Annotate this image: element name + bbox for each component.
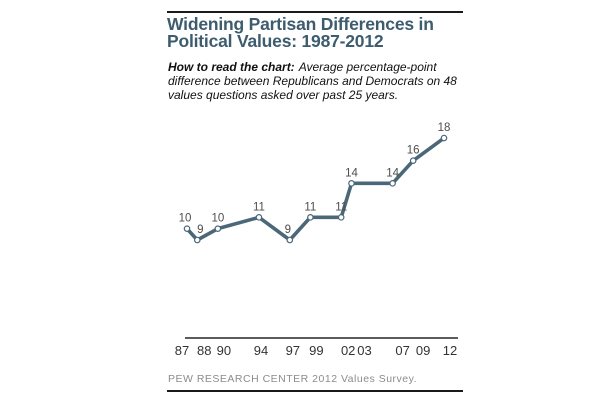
x-tick-label: 99 bbox=[309, 343, 323, 358]
x-tick-label: 12 bbox=[443, 343, 457, 358]
data-point bbox=[286, 236, 294, 244]
data-point bbox=[193, 236, 201, 244]
x-tick-label: 97 bbox=[286, 343, 300, 358]
data-point-label: 11 bbox=[335, 201, 347, 213]
data-point bbox=[389, 180, 396, 187]
data-point-label: 9 bbox=[285, 224, 291, 236]
x-tick-label: 87 bbox=[175, 343, 189, 358]
top-divider bbox=[167, 11, 463, 13]
trend-line bbox=[185, 136, 446, 242]
data-point bbox=[183, 225, 191, 232]
data-point bbox=[337, 214, 345, 221]
data-point-label: 9 bbox=[197, 224, 203, 236]
data-point-label: 11 bbox=[304, 201, 316, 213]
data-point-label: 10 bbox=[179, 213, 192, 225]
source-note: PEW RESEARCH CENTER 2012 Values Survey. bbox=[168, 373, 418, 385]
data-point bbox=[348, 180, 355, 187]
bottom-divider bbox=[167, 390, 463, 392]
chart-title-line-2: Political Values: 1987-2012 bbox=[167, 31, 384, 51]
data-point-label: 16 bbox=[407, 145, 420, 157]
data-point-label: 18 bbox=[438, 122, 451, 134]
x-tick-label: 02 bbox=[341, 343, 355, 358]
chart-title: Widening Partisan Differences in Politic… bbox=[167, 14, 477, 51]
data-point-label: 10 bbox=[211, 213, 224, 225]
chart-description: How to read the chart: Average percentage… bbox=[168, 60, 468, 102]
x-tick-label: 88 bbox=[197, 343, 211, 358]
data-point-label: 14 bbox=[386, 167, 399, 179]
data-point bbox=[409, 157, 417, 164]
chart-description-text: Average percentage-point difference betw… bbox=[168, 60, 457, 102]
chart-description-lead: How to read the chart: bbox=[168, 60, 295, 74]
x-tick-label: 09 bbox=[416, 343, 430, 358]
x-tick-label: 03 bbox=[357, 343, 371, 358]
data-point bbox=[214, 225, 222, 232]
x-tick-label: 90 bbox=[217, 343, 231, 358]
data-point bbox=[255, 214, 263, 221]
chart-title-line-1: Widening Partisan Differences in bbox=[167, 14, 434, 34]
x-tick-label: 94 bbox=[254, 343, 268, 358]
x-tick-label: 07 bbox=[395, 343, 409, 358]
data-point-label: 14 bbox=[345, 167, 358, 179]
data-point bbox=[440, 134, 448, 142]
data-point-label: 11 bbox=[253, 201, 265, 213]
data-point bbox=[307, 214, 314, 221]
